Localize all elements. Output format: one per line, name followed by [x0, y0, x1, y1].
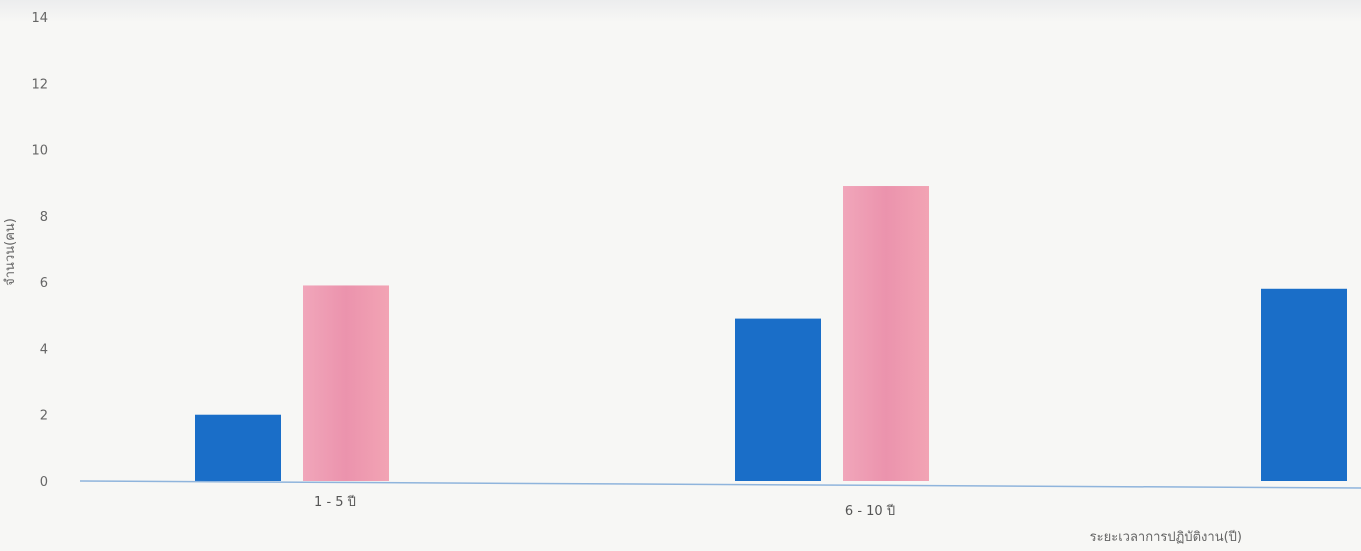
y-tick-label: 0 — [40, 475, 48, 490]
y-tick-label: 12 — [31, 77, 48, 92]
y-tick-label: 8 — [40, 210, 48, 225]
x-axis-line — [79, 480, 1361, 489]
bar-series1-1 — [195, 414, 281, 481]
y-tick-label: 6 — [40, 276, 48, 291]
y-axis-title: จำนวน(คน) — [3, 218, 18, 286]
bar-series1-3 — [1261, 288, 1347, 481]
y-tick-label: 10 — [31, 144, 48, 159]
y-axis-ticks: 0 2 4 6 8 10 12 14 — [31, 11, 48, 490]
bar-series2-2 — [843, 186, 929, 481]
x-axis-title: ระยะเวลาการปฏิบัติงาน(ปี) — [1090, 529, 1242, 545]
category-labels: 1 - 5 ปี 6 - 10 ปี — [314, 494, 895, 519]
y-tick-label: 14 — [31, 11, 48, 26]
top-strip — [0, 0, 1361, 22]
bar-series2-1 — [303, 285, 389, 481]
x-category-label: 1 - 5 ปี — [314, 494, 356, 510]
y-tick-label: 4 — [40, 342, 48, 357]
x-category-label: 6 - 10 ปี — [845, 503, 895, 519]
bar-series1-2 — [735, 318, 821, 481]
y-tick-label: 2 — [40, 409, 48, 424]
bars — [195, 186, 1347, 481]
